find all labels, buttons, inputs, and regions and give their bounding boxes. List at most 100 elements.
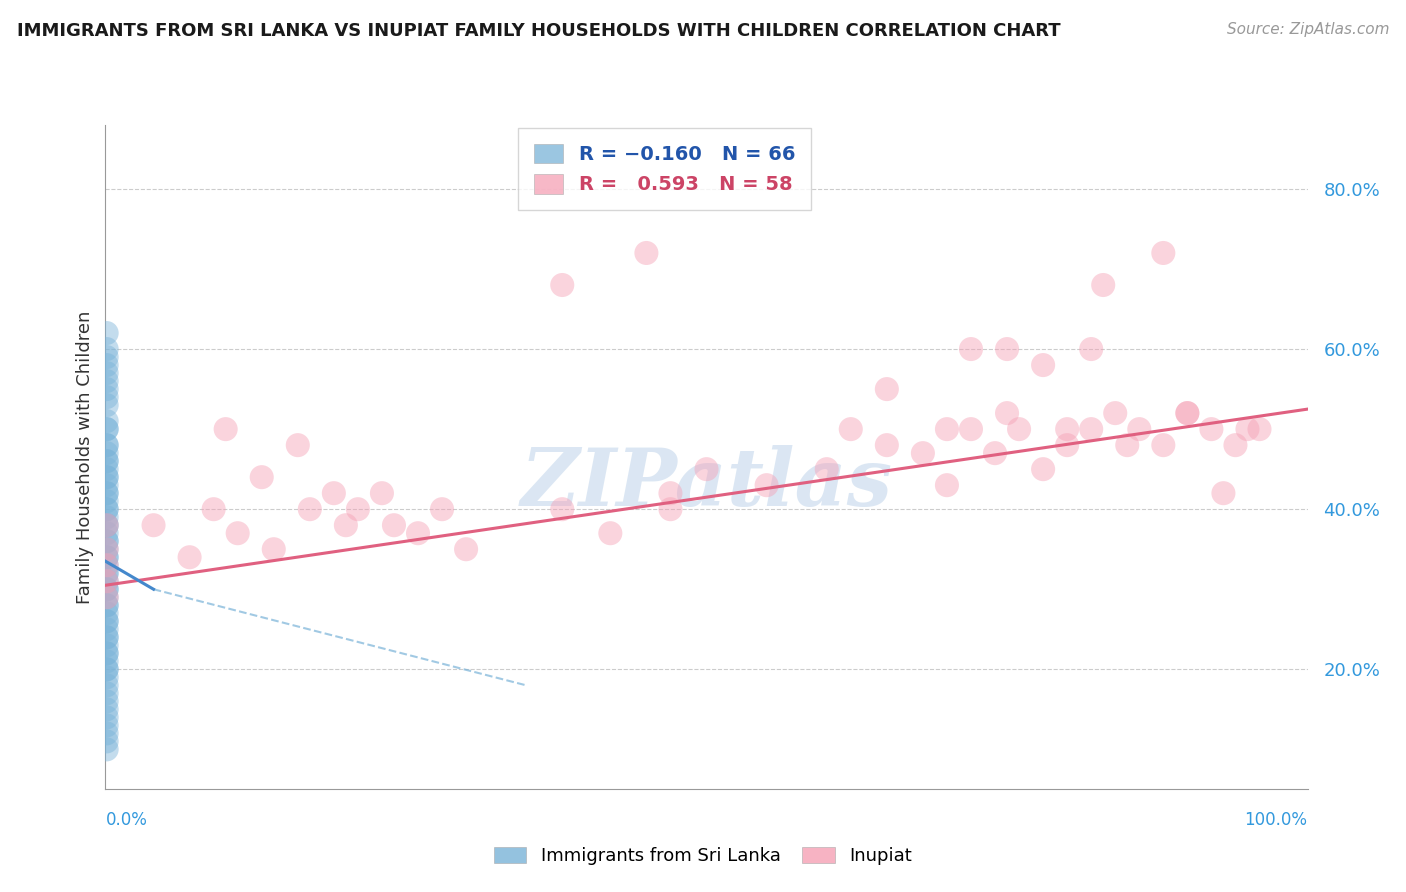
Y-axis label: Family Households with Children: Family Households with Children	[76, 310, 94, 604]
Point	[96, 454, 118, 468]
Point	[96, 534, 118, 549]
Point	[96, 374, 118, 388]
Point	[96, 398, 118, 412]
Point	[96, 446, 118, 460]
Point	[96, 550, 118, 565]
Text: Source: ZipAtlas.com: Source: ZipAtlas.com	[1226, 22, 1389, 37]
Point	[696, 462, 718, 476]
Point	[96, 518, 118, 533]
Point	[96, 422, 118, 436]
Point	[96, 438, 118, 452]
Point	[1056, 422, 1078, 436]
Point	[96, 710, 118, 724]
Point	[599, 526, 621, 541]
Point	[96, 542, 118, 557]
Point	[347, 502, 370, 516]
Point	[335, 518, 357, 533]
Point	[1152, 246, 1174, 260]
Point	[96, 502, 118, 516]
Point	[839, 422, 862, 436]
Point	[96, 686, 118, 700]
Point	[96, 702, 118, 716]
Point	[96, 591, 118, 605]
Point	[96, 470, 118, 484]
Point	[1080, 342, 1102, 356]
Point	[96, 582, 118, 597]
Point	[96, 422, 118, 436]
Point	[96, 742, 118, 756]
Point	[298, 502, 321, 516]
Point	[96, 615, 118, 629]
Point	[96, 542, 118, 557]
Legend: Immigrants from Sri Lanka, Inupiat: Immigrants from Sri Lanka, Inupiat	[485, 838, 921, 874]
Point	[1152, 438, 1174, 452]
Point	[371, 486, 394, 500]
Point	[96, 390, 118, 404]
Point	[1032, 358, 1054, 372]
Point	[96, 510, 118, 524]
Point	[226, 526, 249, 541]
Point	[322, 486, 344, 500]
Point	[96, 478, 118, 492]
Point	[1128, 422, 1150, 436]
Point	[876, 382, 898, 396]
Point	[96, 438, 118, 452]
Point	[263, 542, 285, 557]
Point	[1201, 422, 1223, 436]
Point	[960, 422, 983, 436]
Point	[96, 558, 118, 573]
Point	[96, 470, 118, 484]
Point	[96, 607, 118, 621]
Point	[1056, 438, 1078, 452]
Point	[96, 574, 118, 589]
Point	[96, 574, 118, 589]
Point	[96, 494, 118, 508]
Point	[96, 734, 118, 748]
Point	[96, 566, 118, 581]
Point	[96, 654, 118, 668]
Point	[876, 438, 898, 452]
Point	[96, 414, 118, 428]
Point	[406, 526, 429, 541]
Point	[96, 726, 118, 740]
Point	[1032, 462, 1054, 476]
Point	[287, 438, 309, 452]
Legend: R = −0.160   N = 66, R =   0.593   N = 58: R = −0.160 N = 66, R = 0.593 N = 58	[519, 128, 811, 210]
Point	[96, 599, 118, 613]
Point	[1092, 278, 1115, 293]
Point	[96, 582, 118, 597]
Point	[96, 662, 118, 676]
Point	[96, 718, 118, 732]
Point	[96, 670, 118, 684]
Point	[96, 462, 118, 476]
Point	[202, 502, 225, 516]
Point	[96, 350, 118, 364]
Point	[1080, 422, 1102, 436]
Point	[96, 486, 118, 500]
Point	[179, 550, 201, 565]
Point	[659, 502, 682, 516]
Point	[755, 478, 778, 492]
Point	[1212, 486, 1234, 500]
Point	[911, 446, 934, 460]
Point	[96, 638, 118, 652]
Point	[1175, 406, 1198, 420]
Point	[1249, 422, 1271, 436]
Point	[96, 678, 118, 692]
Point	[96, 630, 118, 644]
Point	[96, 382, 118, 396]
Point	[96, 550, 118, 565]
Point	[960, 342, 983, 356]
Point	[96, 630, 118, 644]
Point	[96, 646, 118, 660]
Point	[454, 542, 477, 557]
Point	[551, 278, 574, 293]
Point	[142, 518, 165, 533]
Point	[96, 358, 118, 372]
Point	[995, 342, 1018, 356]
Point	[430, 502, 453, 516]
Point	[96, 591, 118, 605]
Point	[96, 566, 118, 581]
Point	[936, 422, 959, 436]
Point	[96, 599, 118, 613]
